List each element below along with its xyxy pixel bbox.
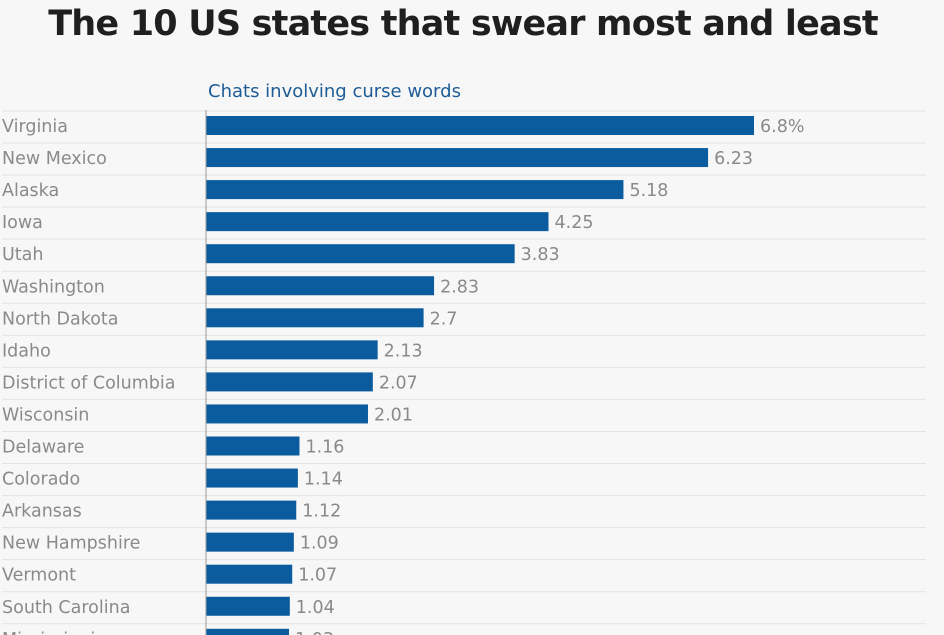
value-label: 1.03 — [295, 630, 334, 635]
category-label: Vermont — [2, 566, 76, 586]
category-labels: Virginia New Mexico Alaska Iowa Utah Washingt… — [2, 117, 175, 635]
bar — [206, 436, 300, 456]
bar — [206, 564, 293, 584]
value-label: 5.18 — [629, 181, 668, 201]
category-label: Wisconsin — [2, 405, 89, 425]
bar — [206, 180, 624, 200]
value-label: 1.16 — [305, 438, 344, 458]
value-label: 6.8% — [760, 117, 804, 137]
category-label: New Mexico — [2, 149, 107, 169]
chart-subtitle: Chats involving curse words — [208, 81, 461, 102]
bar — [206, 372, 373, 392]
value-label: 3.83 — [521, 245, 560, 265]
category-label: Virginia — [2, 117, 68, 137]
value-label: 1.09 — [300, 534, 339, 554]
bar — [206, 308, 424, 328]
bar — [206, 116, 754, 135]
bar — [206, 148, 709, 168]
value-label: 2.83 — [440, 277, 479, 297]
category-label: Arkansas — [2, 502, 82, 522]
category-label: South Carolina — [2, 598, 130, 618]
category-label: Utah — [2, 245, 44, 265]
category-label: Mississippi — [2, 630, 95, 635]
bar — [206, 340, 378, 360]
category-label: Delaware — [2, 438, 84, 458]
value-label: 1.12 — [302, 502, 341, 522]
bar — [206, 628, 290, 635]
value-label: 2.01 — [374, 405, 413, 425]
bars — [206, 116, 754, 635]
category-label: Colorado — [2, 470, 80, 490]
value-labels: 6.8% 6.23 5.18 4.25 3.83 2.83 2.7 2.13 2.07 2.01 1… — [295, 117, 804, 635]
bar — [206, 596, 290, 616]
bar — [206, 244, 515, 264]
value-label: 2.13 — [384, 341, 423, 361]
category-label: Washington — [2, 277, 105, 297]
category-label: Iowa — [2, 213, 43, 233]
value-label: 2.07 — [379, 373, 418, 393]
value-label: 6.23 — [714, 149, 753, 169]
category-label: New Hampshire — [2, 534, 140, 554]
value-label: 1.04 — [296, 598, 335, 618]
value-label: 1.14 — [304, 470, 343, 490]
category-label: District of Columbia — [2, 373, 175, 393]
bar — [206, 468, 298, 488]
bar — [206, 404, 368, 424]
category-label: Idaho — [2, 341, 51, 361]
category-label: North Dakota — [2, 309, 119, 329]
category-label: Alaska — [2, 181, 59, 201]
value-label: 4.25 — [555, 213, 594, 233]
gridlines — [2, 110, 926, 625]
value-label: 2.7 — [430, 309, 458, 329]
value-label: 1.07 — [298, 566, 337, 586]
bar — [206, 212, 549, 232]
bar — [206, 276, 435, 296]
bar — [206, 532, 294, 552]
bar — [206, 500, 297, 520]
chart-title: The 10 US states that swear most and lea… — [48, 4, 878, 44]
